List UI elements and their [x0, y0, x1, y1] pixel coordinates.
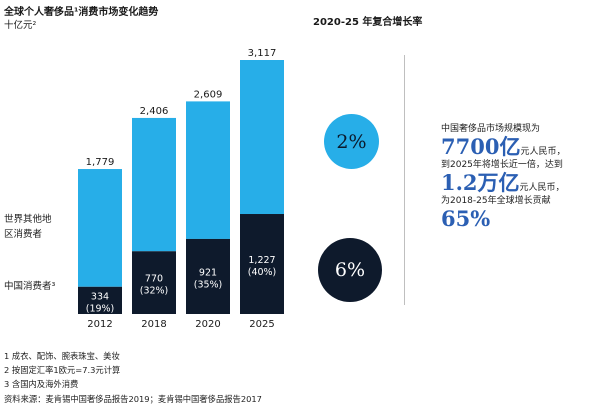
china-value-label-2020: 921: [199, 267, 217, 278]
x-tick-label-2025: 2025: [249, 319, 274, 330]
side-value-3: 65%: [441, 206, 491, 231]
legend-rest-line-1: 世界其他地: [4, 214, 52, 225]
side-value-1: 7700亿: [441, 134, 521, 159]
bar-china-2018: [132, 251, 176, 314]
side-value-2: 1.2万亿: [441, 170, 520, 195]
side-note: 中国奢侈品市场规模现为 7700亿元人民币， 到2025年将增长近一倍，达到 1…: [441, 123, 607, 231]
cagr-title: 2020-25 年复合增长率: [313, 17, 423, 28]
footnote-2: 2 按固定汇率1欧元=7.3元计算: [4, 365, 121, 375]
bar-rest-of-world-2020: [186, 101, 230, 239]
divider: [404, 55, 405, 305]
x-tick-label-2012: 2012: [87, 319, 112, 330]
unit-label: 十亿元²: [4, 20, 37, 31]
x-tick-label-2020: 2020: [195, 319, 220, 330]
side-unit-1: 元人民币，: [520, 147, 566, 157]
x-tick-label-2018: 2018: [141, 319, 166, 330]
china-share-label-2012: (19%): [86, 303, 115, 314]
total-label-2018: 2,406: [140, 106, 169, 117]
bar-china-2012: [78, 286, 122, 314]
footnote-3: 3 含国内及海外消费: [4, 379, 79, 389]
legend-rest-line-2: 区消费者: [4, 229, 43, 240]
bar-chart: 1,779 334(19%) 2012 2,406 770(32%) 2018 2,609 9…: [78, 48, 284, 330]
cagr-china-value: 6%: [334, 259, 366, 281]
china-share-label-2018: (32%): [140, 286, 169, 297]
cagr-china-circle: 6%: [318, 238, 382, 302]
china-value-label-2025: 1,227: [248, 255, 275, 266]
legend-china: 中国消费者³: [4, 281, 56, 292]
china-share-label-2020: (35%): [194, 279, 223, 290]
total-label-2025: 3,117: [248, 48, 277, 59]
china-value-label-2018: 770: [145, 274, 163, 285]
bar-china-2025: [240, 214, 284, 314]
side-line-2: 到2025年将增长近一倍，达到: [441, 160, 563, 170]
legend-rest-of-world: 世界其他地 区消费者: [4, 212, 52, 242]
bars-group: 1,779 334(19%) 2012 2,406 770(32%) 2018 2,609 9…: [78, 48, 284, 330]
bar-rest-of-world-2025: [240, 60, 284, 215]
side-line-1: 中国奢侈品市场规模现为: [441, 124, 541, 134]
side-line-3: 为2018-25年全球增长贡献: [441, 196, 551, 206]
total-label-2020: 2,609: [194, 89, 223, 100]
cagr-rest-circle: 2%: [324, 114, 379, 169]
chart-title: 全球个人奢侈品¹消费市场变化趋势: [4, 7, 159, 18]
china-share-label-2025: (40%): [248, 267, 277, 278]
bar-rest-of-world-2012: [78, 169, 122, 287]
footnote-4: 资料来源：麦肯锡中国奢侈品报告2019；麦肯锡中国奢侈品报告2017: [4, 394, 262, 404]
china-value-label-2012: 334: [91, 291, 109, 302]
footnote-1: 1 成衣、配饰、腕表珠宝、美妆: [4, 351, 120, 361]
side-unit-2: 元人民币，: [519, 183, 565, 193]
total-label-2012: 1,779: [86, 157, 115, 168]
bar-rest-of-world-2018: [132, 117, 176, 252]
bar-china-2020: [186, 238, 230, 314]
cagr-rest-value: 2%: [336, 130, 367, 153]
